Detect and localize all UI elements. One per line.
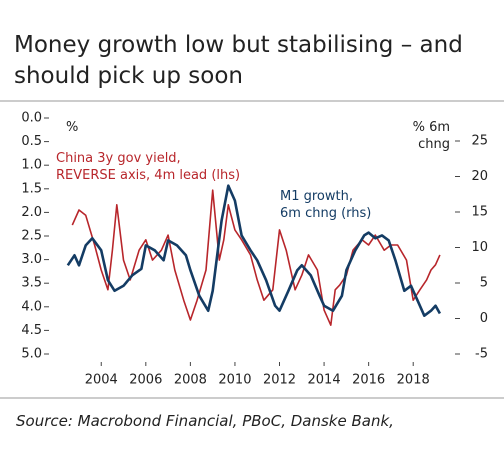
y2-tick-label: 0 <box>480 311 488 326</box>
legend-label: REVERSE axis, 4m lead (lhs) <box>56 168 240 183</box>
chart-title: should pick up soon <box>14 63 243 89</box>
x-tick-label: 2008 <box>174 373 207 388</box>
y2-tick-label: -5 <box>475 347 488 362</box>
y2-tick-label: 10 <box>471 240 488 255</box>
y-tick-label: 3.5 <box>21 276 42 291</box>
y-tick-label: 0.5 <box>21 134 42 149</box>
y-tick-label: 1.0 <box>21 158 42 173</box>
y-tick-label: 2.5 <box>21 229 42 244</box>
series-line <box>66 184 442 318</box>
y-tick-label: 4.0 <box>21 299 42 314</box>
x-tick-label: 2012 <box>263 373 296 388</box>
source: Source: Macrobond Financial, PBoC, Dansk… <box>16 412 394 430</box>
y-unit: % <box>66 120 78 135</box>
series-line <box>71 189 441 327</box>
y-tick-label: 1.5 <box>21 181 42 196</box>
x-tick-label: 2014 <box>308 373 341 388</box>
y2-unit: chng <box>418 137 450 152</box>
x-tick-label: 2016 <box>352 373 385 388</box>
y-tick-label: 5.0 <box>21 347 42 362</box>
y-tick-label: 2.0 <box>21 205 42 220</box>
x-tick-label: 2010 <box>218 373 251 388</box>
y-tick-label: 4.5 <box>21 323 42 338</box>
y2-tick-label: 5 <box>480 276 488 291</box>
x-tick-label: 2018 <box>397 373 430 388</box>
y-tick-label: 3.0 <box>21 252 42 267</box>
chart-title: Money growth low but stabilising – and <box>14 32 463 58</box>
legend-label: China 3y gov yield, <box>56 151 181 166</box>
y2-tick-label: 20 <box>471 169 488 184</box>
legend-label: M1 growth, <box>280 189 353 204</box>
legend-label: 6m chng (rhs) <box>280 206 371 221</box>
y2-unit: % 6m <box>413 120 450 135</box>
y2-tick-label: 25 <box>471 134 488 149</box>
x-tick-label: 2006 <box>129 373 162 388</box>
y-tick-label: 0.0 <box>21 111 42 126</box>
x-tick-label: 2004 <box>85 373 118 388</box>
y2-tick-label: 15 <box>471 205 488 220</box>
